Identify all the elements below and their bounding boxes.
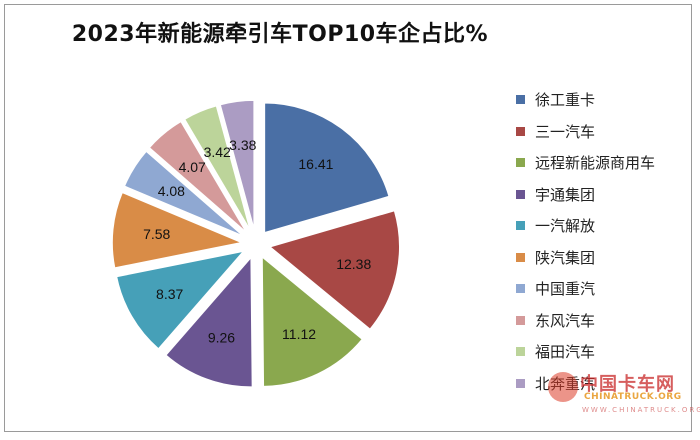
legend-item: 宇通集团 — [516, 179, 686, 211]
legend-item: 三一汽车 — [516, 116, 686, 148]
legend-label: 三一汽车 — [535, 122, 596, 141]
pie-data-label: 4.08 — [158, 183, 185, 199]
legend-swatch — [516, 315, 525, 325]
legend-item: 中国重汽 — [516, 273, 686, 305]
legend-swatch — [516, 252, 525, 262]
legend: 徐工重卡三一汽车远程新能源商用车 宇通集团一汽解放陕汽集团中国重汽东风汽车福田汽车… — [516, 84, 686, 399]
legend-item: 陕汽集团 — [516, 242, 686, 274]
legend-swatch — [516, 189, 525, 199]
watermark-title: 中国卡车网 — [580, 374, 675, 395]
pie-slice-8 — [148, 120, 248, 234]
pie-slice-3 — [261, 255, 364, 388]
watermark-logo-icon — [548, 372, 578, 402]
legend-swatch — [516, 126, 525, 136]
legend-label: 陕汽集团 — [535, 248, 596, 267]
pie-data-label: 12.38 — [336, 256, 371, 272]
chart-title: 2023年新能源牵引车TOP10车企占比% — [71, 22, 489, 47]
legend-label: 一汽解放 — [535, 217, 596, 236]
pie-slice-9 — [183, 104, 252, 232]
pie-data-label: 11.12 — [282, 326, 316, 342]
legend-label: 宇通集团 — [535, 185, 596, 204]
pie-data-label: 16.41 — [298, 156, 333, 172]
legend-label: 徐工重卡 — [535, 91, 596, 110]
legend-swatch — [516, 221, 525, 231]
legend-item: 一汽解放 — [516, 210, 686, 242]
pie-data-label: 4.07 — [179, 159, 206, 175]
pie-slice-1 — [263, 102, 391, 234]
watermark-subtitle: CHINATRUCK.ORG — [584, 392, 682, 402]
legend-swatch — [516, 158, 525, 168]
legend-label: 福田汽车 — [535, 343, 596, 362]
pie-slice-6 — [111, 191, 245, 269]
legend-item: 东风汽车 — [516, 305, 686, 337]
legend-item: 徐工重卡 — [516, 84, 686, 116]
legend-swatch — [516, 284, 525, 294]
pie-slice-7 — [123, 150, 245, 238]
watermark-url: WWW.CHINATRUCK.ORG — [582, 406, 700, 414]
legend-item: 福田汽车 — [516, 336, 686, 368]
pie-data-label: 8.37 — [156, 286, 183, 302]
legend-label: 远程新能源商用车 — [535, 154, 656, 173]
legend-label: 东风汽车 — [535, 311, 596, 330]
pie-slice-10 — [219, 99, 255, 231]
pie-data-label: 3.38 — [229, 137, 256, 153]
legend-item: 远程新能源商用车 — [516, 147, 686, 179]
watermark: 中国卡车网 CHINATRUCK.ORG WWW.CHINATRUCK.ORG — [548, 368, 700, 424]
pie-slice-4 — [164, 255, 254, 388]
pie-data-label: 3.42 — [204, 144, 231, 160]
pie-data-label: 7.58 — [143, 226, 170, 242]
legend-swatch — [516, 347, 525, 357]
pie-data-label: 9.26 — [208, 330, 235, 346]
pie-slice-5 — [115, 249, 246, 351]
legend-swatch — [516, 95, 525, 105]
legend-label: 中国重汽 — [535, 280, 596, 299]
pie-slice-2 — [268, 209, 401, 331]
legend-swatch — [516, 378, 525, 388]
